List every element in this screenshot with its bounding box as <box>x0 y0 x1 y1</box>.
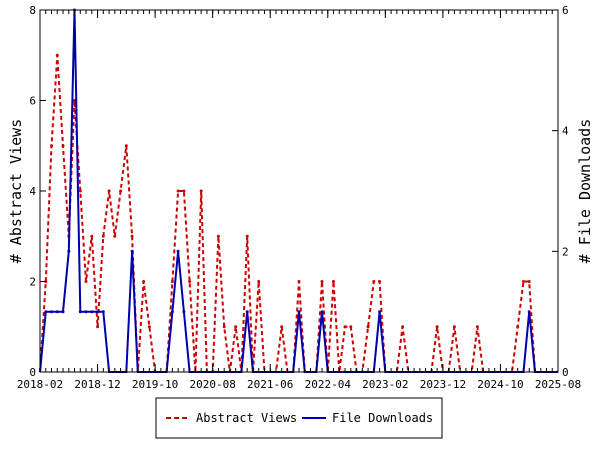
data-point-0 <box>147 325 151 329</box>
data-point-1 <box>78 310 82 314</box>
data-point-0 <box>522 280 525 283</box>
data-point-0 <box>452 325 456 329</box>
y-axis-title-left: # Abstract Views <box>7 119 25 264</box>
y-left-tick-label: 4 <box>29 185 36 198</box>
y-left-tick-label: 8 <box>29 4 36 17</box>
data-point-0 <box>119 189 123 193</box>
data-point-1 <box>245 310 249 314</box>
data-point-0 <box>332 280 335 283</box>
data-point-1 <box>67 249 71 253</box>
data-point-0 <box>107 189 111 193</box>
data-point-0 <box>176 189 180 193</box>
data-point-1 <box>84 310 88 314</box>
data-point-1 <box>96 310 100 314</box>
data-point-0 <box>320 280 324 283</box>
data-point-0 <box>113 234 117 238</box>
data-point-0 <box>216 234 220 238</box>
x-tick-label: 2025-08 <box>535 378 581 391</box>
data-point-1 <box>297 310 301 314</box>
y-right-tick-label: 6 <box>562 4 569 17</box>
x-tick-label: 2023-02 <box>362 378 408 391</box>
data-point-0 <box>142 280 146 283</box>
data-point-0 <box>130 234 134 238</box>
data-point-0 <box>124 144 128 148</box>
x-tick-label: 2024-10 <box>477 378 523 391</box>
data-point-0 <box>90 234 94 238</box>
data-point-1 <box>101 310 105 314</box>
legend: Abstract Views File Downloads <box>155 397 443 439</box>
data-point-0 <box>55 53 59 57</box>
data-point-1 <box>176 249 180 253</box>
data-point-1 <box>170 310 174 314</box>
y-right-tick-label: 0 <box>562 366 569 379</box>
data-point-0 <box>188 280 192 283</box>
data-point-1 <box>50 310 53 314</box>
data-point-0 <box>349 325 353 329</box>
y-right-tick-label: 2 <box>562 245 569 258</box>
data-point-0 <box>245 234 249 238</box>
data-point-0 <box>78 189 82 193</box>
data-point-0 <box>50 144 53 148</box>
data-point-0 <box>378 280 382 283</box>
data-point-0 <box>182 189 186 193</box>
data-point-0 <box>257 280 261 283</box>
data-point-1 <box>90 310 94 314</box>
y-axis-title-right: # File Downloads <box>576 119 594 264</box>
y-left-tick-label: 0 <box>29 366 36 379</box>
x-tick-label: 2018-02 <box>17 378 63 391</box>
data-point-0 <box>527 280 531 283</box>
y-right-tick-label: 4 <box>562 125 569 138</box>
y-left-tick-label: 6 <box>29 95 36 108</box>
data-point-0 <box>199 189 203 193</box>
data-point-1 <box>130 249 134 253</box>
data-point-0 <box>366 325 370 329</box>
x-tick-label: 2023-12 <box>420 378 466 391</box>
data-point-1 <box>320 310 324 314</box>
data-point-1 <box>527 310 531 314</box>
y-left-tick-label: 2 <box>29 276 36 289</box>
data-point-0 <box>343 325 347 329</box>
data-point-0 <box>222 325 226 329</box>
data-point-0 <box>234 325 238 329</box>
data-point-0 <box>372 280 376 283</box>
data-point-0 <box>84 280 88 283</box>
x-tick-label: 2021-06 <box>247 378 293 391</box>
data-point-0 <box>96 325 100 329</box>
data-point-0 <box>170 280 174 283</box>
data-point-0 <box>280 325 284 329</box>
data-point-1 <box>55 310 59 314</box>
ticks-layer: 2018-02 2018-12 2019-10 2020-08 2021-06 2022-… <box>17 4 581 391</box>
legend-box <box>155 397 443 439</box>
data-point-1 <box>378 310 382 314</box>
data-point-0 <box>435 325 439 329</box>
legend-label-file-downloads: File Downloads <box>332 411 433 425</box>
x-tick-label: 2020-08 <box>189 378 235 391</box>
x-tick-label: 2018-12 <box>74 378 120 391</box>
data-point-0 <box>401 325 405 329</box>
x-tick-label: 2019-10 <box>132 378 178 391</box>
x-tick-label: 2022-04 <box>305 378 352 391</box>
legend-label-abstract-views: Abstract Views <box>196 411 297 425</box>
data-point-0 <box>297 280 301 283</box>
data-point-0 <box>516 325 520 329</box>
data-point-0 <box>475 325 479 329</box>
data-point-1 <box>182 310 186 314</box>
data-point-1 <box>61 310 65 314</box>
data-point-0 <box>61 144 65 148</box>
data-point-1 <box>44 310 48 314</box>
data-point-0 <box>101 234 105 238</box>
